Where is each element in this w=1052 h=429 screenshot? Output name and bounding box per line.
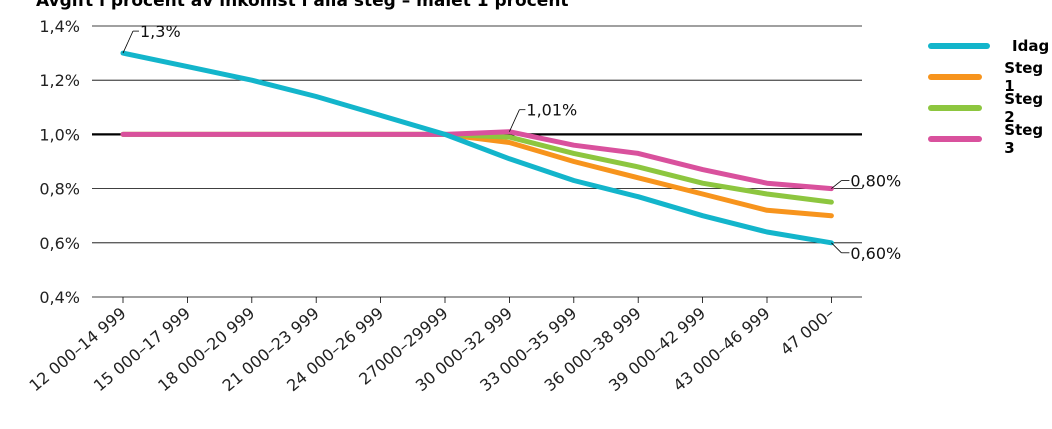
- data-label: 0,60%: [850, 244, 901, 263]
- legend-item-steg-3: Steg 3: [928, 120, 1052, 157]
- series-line-idag: [120, 50, 834, 246]
- chart-title: Avgift i procent av inkomst i alla steg …: [36, 0, 569, 11]
- x-tick-label: 47 000–: [777, 304, 838, 360]
- legend-swatch-steg-1: [928, 73, 983, 80]
- y-tick-label: 1,0%: [39, 125, 80, 144]
- annotation-leader: [831, 242, 842, 254]
- data-label: 1,3%: [140, 22, 181, 41]
- legend-label-steg-1: Steg 1: [1004, 58, 1044, 95]
- y-tick-label: 0,6%: [39, 234, 80, 253]
- annotation-leader: [831, 180, 842, 189]
- legend-label-steg-2: Steg 2: [1004, 89, 1044, 126]
- data-label: 0,80%: [850, 172, 901, 191]
- annotation-leader: [509, 109, 520, 132]
- legend-swatch-steg-3: [928, 135, 983, 142]
- data-label: 1,01%: [526, 101, 577, 120]
- y-tick-label: 0,4%: [39, 288, 80, 307]
- y-tick-label: 1,4%: [39, 17, 80, 36]
- legend-swatch-idag: [928, 42, 990, 49]
- legend-swatch-steg-2: [928, 104, 983, 111]
- annotation-leader: [122, 30, 134, 54]
- legend-item-idag: Idag: [928, 30, 1052, 61]
- legend-label-idag: Idag: [1012, 36, 1050, 55]
- legend-label-steg-3: Steg 3: [1004, 120, 1044, 157]
- y-tick-label: 0,8%: [39, 180, 80, 199]
- legend: Idag Steg 1 Steg 2 Steg 3: [928, 30, 1052, 157]
- y-tick-label: 1,2%: [39, 71, 80, 90]
- legend-item-steg-1: Steg 1: [928, 58, 1052, 95]
- series-line-steg-3: [120, 129, 834, 192]
- legend-item-steg-2: Steg 2: [928, 89, 1052, 126]
